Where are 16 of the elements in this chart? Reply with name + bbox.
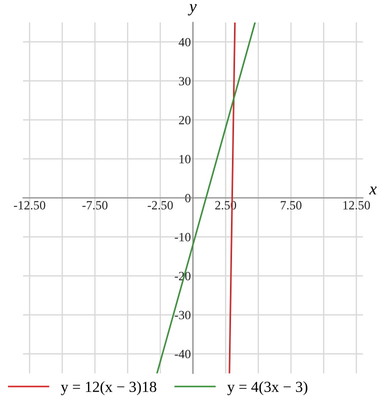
y-axis-title: y <box>188 4 197 16</box>
y-tick-label: -30 <box>174 310 190 320</box>
x-tick-label: 12.50 <box>343 201 370 210</box>
legend-label: y = 12(x − 3)18 <box>60 381 156 396</box>
x-axis-title: x <box>369 186 377 194</box>
x-tick-label: -2.50 <box>148 201 173 210</box>
y-tick-label: 10 <box>180 154 190 164</box>
y-tick-label: -40 <box>174 350 190 358</box>
y-tick-label: 30 <box>179 76 190 86</box>
x-tick-label: -7.50 <box>82 201 108 210</box>
y-tick-label: 20 <box>179 116 190 124</box>
x-tick-label: -12.50 <box>14 201 46 210</box>
y-tick-label: 40 <box>178 38 190 46</box>
x-tick-label: 7.50 <box>280 201 302 210</box>
legend-label: y = 4(3x − 3) <box>227 381 308 396</box>
y-tick-label: -10 <box>174 232 190 242</box>
